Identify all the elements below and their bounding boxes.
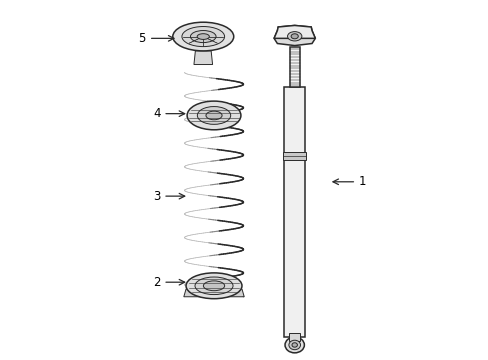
Bar [289, 47, 299, 87]
Ellipse shape [187, 101, 241, 130]
Ellipse shape [291, 343, 297, 347]
Text: 1: 1 [332, 175, 366, 188]
Ellipse shape [290, 34, 298, 39]
Text: 3: 3 [153, 190, 184, 203]
Ellipse shape [205, 111, 222, 120]
Polygon shape [274, 26, 315, 46]
Bar [284, 87, 305, 337]
Ellipse shape [287, 32, 301, 41]
Bar [288, 333, 300, 341]
Ellipse shape [182, 27, 224, 46]
Ellipse shape [288, 340, 300, 350]
Text: 4: 4 [153, 107, 184, 120]
Ellipse shape [195, 277, 233, 294]
Text: 5: 5 [138, 32, 174, 45]
Polygon shape [274, 26, 315, 39]
Ellipse shape [285, 337, 304, 353]
Ellipse shape [172, 22, 233, 51]
Ellipse shape [203, 281, 224, 291]
Polygon shape [274, 26, 315, 39]
Ellipse shape [185, 273, 242, 299]
Ellipse shape [190, 31, 216, 42]
Text: 2: 2 [153, 276, 184, 289]
Ellipse shape [197, 34, 209, 40]
Bar [283, 152, 305, 160]
Polygon shape [194, 51, 212, 64]
Polygon shape [183, 289, 244, 297]
Ellipse shape [197, 107, 230, 124]
